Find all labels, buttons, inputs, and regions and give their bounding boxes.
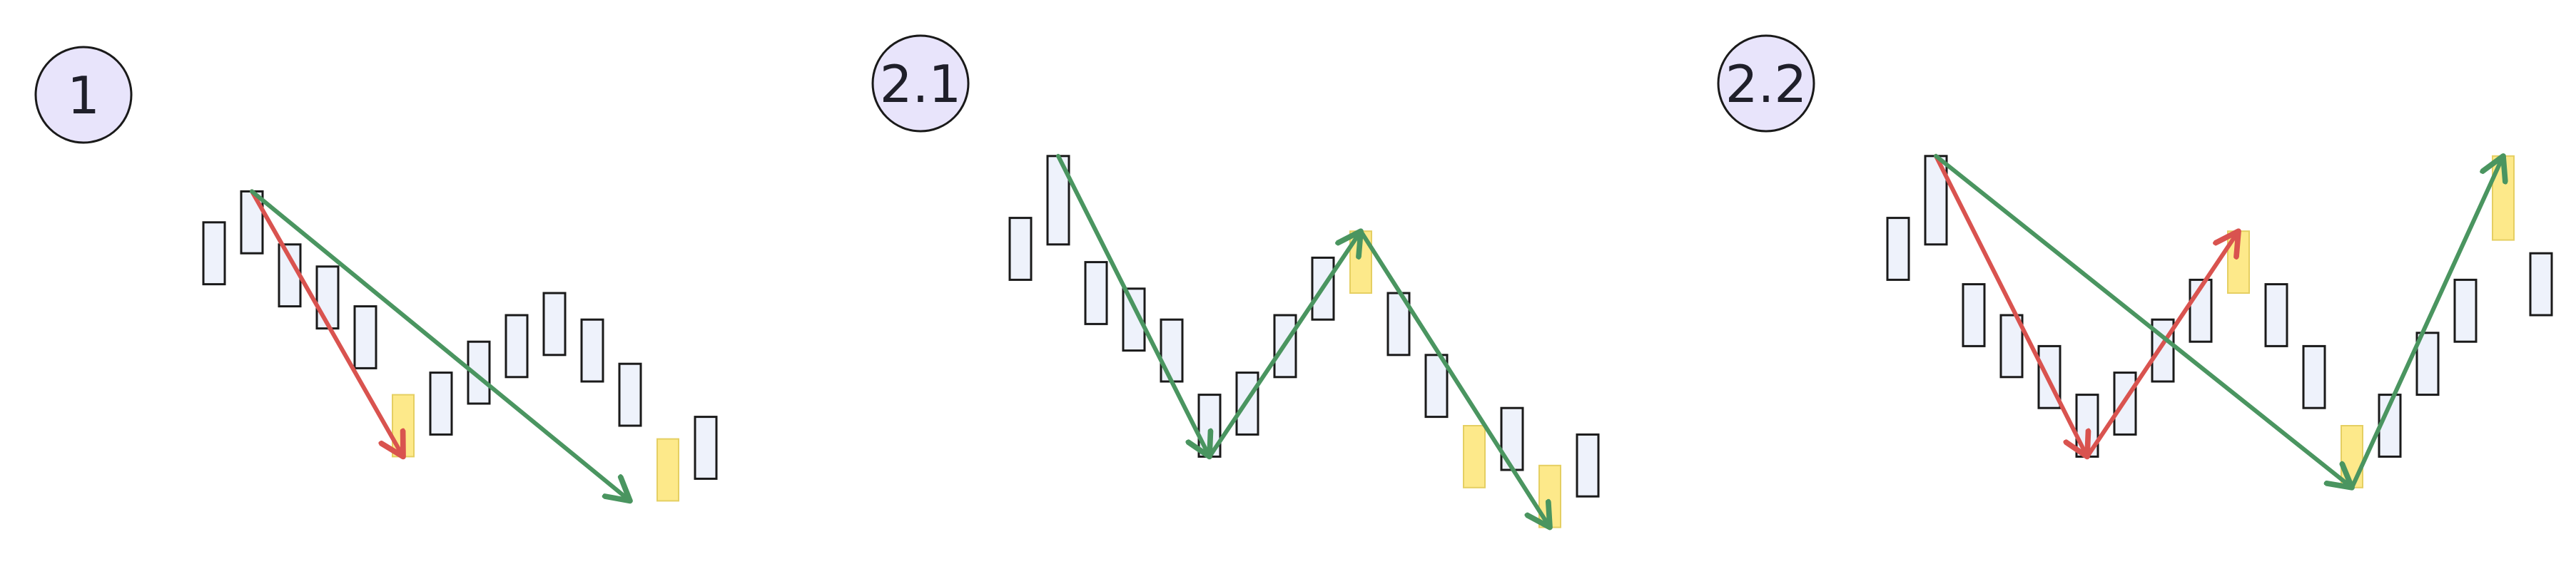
- panel-1-arrows: [250, 189, 630, 501]
- bar: [1999, 314, 2024, 379]
- green-arrow: [250, 189, 630, 501]
- bar: [1122, 287, 1146, 352]
- green-arrow: [1056, 153, 1210, 457]
- bar: [1500, 406, 1524, 471]
- bar: [1886, 217, 1910, 281]
- red-arrow: [1934, 153, 2087, 457]
- bar: [2302, 344, 2326, 409]
- bar: [2529, 252, 2553, 317]
- bar: [694, 416, 718, 480]
- panel-2-1-bars: [1008, 155, 1600, 528]
- green-arrow: [1359, 229, 1550, 527]
- panel-1: 1: [34, 46, 718, 502]
- panel-2-2-bars: [1886, 155, 2553, 488]
- panel-2-1: 2.1: [871, 34, 1600, 528]
- bar: [1084, 261, 1108, 325]
- bar: [2378, 394, 2402, 458]
- panel-2-1-arrows: [1056, 153, 1550, 528]
- panel-2-2-arrows: [1934, 153, 2503, 490]
- panel-1-bars: [202, 190, 718, 502]
- panel-1-badge: [34, 46, 133, 144]
- highlighted-bar: [1463, 425, 1486, 488]
- green-arrow: [2350, 156, 2503, 490]
- bar: [1008, 217, 1033, 281]
- panel-2-2-label: 2.2: [1725, 54, 1807, 114]
- bar: [1424, 354, 1449, 419]
- panel-2-1-label: 2.1: [880, 54, 962, 114]
- red-arrow: [2085, 231, 2238, 459]
- bar: [504, 314, 529, 379]
- bar: [2453, 278, 2478, 343]
- panel-2-2: 2.2: [1717, 34, 2553, 490]
- green-arrow: [1934, 153, 2352, 488]
- bar: [580, 318, 604, 383]
- bar: [315, 265, 340, 330]
- bar: [1576, 433, 1600, 498]
- bar: [202, 221, 226, 286]
- bar: [1160, 318, 1184, 383]
- highlighted-bar: [2227, 230, 2250, 294]
- bar: [1273, 314, 1297, 379]
- bar: [618, 362, 642, 427]
- panel-1-label: 1: [67, 66, 100, 125]
- highlighted-bar: [656, 438, 679, 502]
- bar: [1962, 283, 1986, 347]
- bar: [353, 305, 377, 369]
- red-arrow: [250, 189, 403, 456]
- bar: [2415, 332, 2440, 396]
- bar: [542, 292, 567, 357]
- panel-2-1-badge: [871, 34, 970, 133]
- bar: [2264, 283, 2288, 347]
- panel-2-2-badge: [1717, 34, 1815, 133]
- green-arrow: [1207, 231, 1361, 459]
- highlighted-bar: [2341, 425, 2363, 488]
- bar: [429, 372, 453, 436]
